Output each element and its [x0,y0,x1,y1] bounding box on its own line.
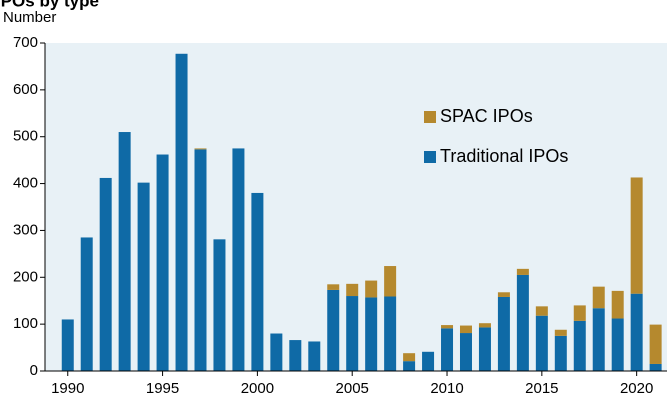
bar-segment [478,327,491,371]
legend-label: SPAC IPOs [440,106,533,126]
bar-segment [478,323,491,328]
bar-segment [270,333,283,371]
y-axis-label: Number [3,9,56,26]
chart-title: IPOs by type [0,0,99,10]
y-tick-label: 300 [13,221,38,238]
bar-segment [516,268,529,275]
legend-swatch [424,151,436,163]
bar-segment [251,192,264,371]
bar-segment [422,351,435,371]
bar-segment [573,305,586,321]
x-tick-label: 1990 [51,380,84,397]
bar-segment [61,319,74,371]
bar-segment [630,293,643,371]
bar-segment [441,328,454,371]
x-tick-label: 2010 [430,380,463,397]
bar-segment [99,177,112,371]
bar-segment [459,325,472,334]
bar-segment [592,286,605,309]
bar-segment [441,325,454,329]
bar-segment [194,148,207,150]
bar-segment [384,296,397,371]
legend-swatch [424,111,436,123]
bar-segment [554,335,567,371]
bar-segment [365,297,378,371]
bar-segment [346,296,359,371]
bar-segment [649,324,662,364]
bar-segment [365,280,378,298]
bar-segment [516,274,529,371]
bar-segment [573,320,586,371]
bar-segment [611,318,624,371]
bar-segment [118,132,131,371]
y-tick-label: 100 [13,315,38,332]
bar-segment [194,149,207,371]
bar-segment [137,182,150,371]
bar-segment [213,239,226,371]
bar-segment [403,353,416,362]
x-tick-label: 2005 [336,380,369,397]
bar-segment [611,290,624,319]
bar-segment [175,53,188,372]
legend-label: Traditional IPOs [440,146,568,166]
bar-segment [308,341,321,371]
bar-segment [327,289,340,371]
bar-segment [384,266,397,297]
bar-segment [403,361,416,371]
x-tick-label: 1995 [146,380,179,397]
bar-segment [592,308,605,371]
bar-segment [327,284,340,290]
y-tick-label: 700 [13,34,38,51]
bar-segment [497,292,510,297]
bar-segment [346,283,359,297]
bar-segment [497,296,510,371]
bar-segment [156,154,169,371]
bar-segment [232,148,245,371]
x-tick-label: 2015 [525,380,558,397]
y-tick-label: 0 [30,362,38,379]
bar-segment [459,333,472,371]
bar-segment [535,306,548,316]
bar-segment [630,177,643,294]
bar-segment [80,237,93,371]
y-tick-label: 500 [13,128,38,145]
bar-segment [554,329,567,336]
x-tick-label: 2020 [620,380,653,397]
y-tick-label: 400 [13,175,38,192]
bar-segment [289,340,302,371]
x-tick-label: 2000 [241,380,274,397]
y-tick-label: 200 [13,268,38,285]
bar-segment [649,363,662,371]
bar-segment [535,315,548,371]
y-tick-label: 600 [13,81,38,98]
